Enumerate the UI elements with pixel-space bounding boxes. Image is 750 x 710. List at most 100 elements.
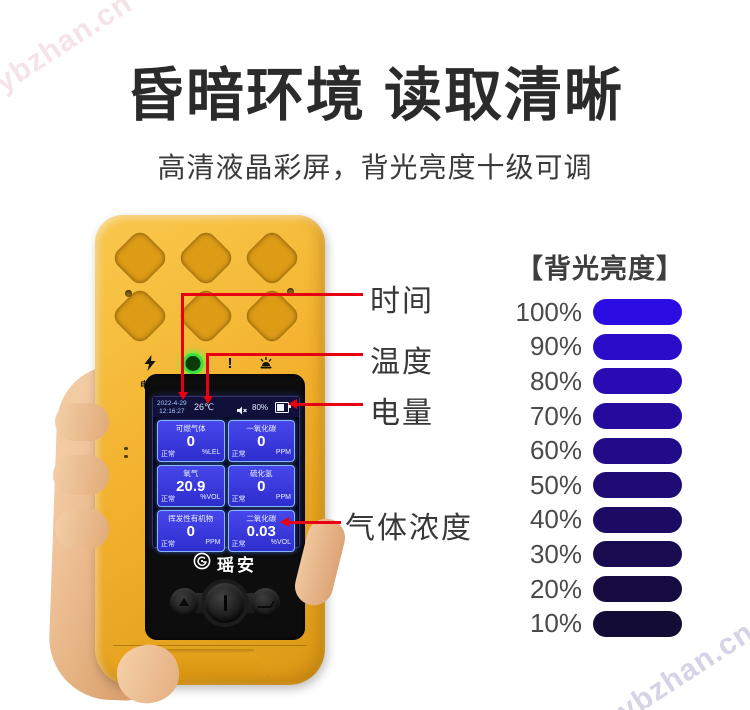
gas-name: 挥发性有机物 [168, 514, 214, 523]
backlight-level-bar [593, 576, 682, 603]
speaker-grille [176, 228, 236, 288]
callout-label-concentration: 气体浓度 [345, 512, 473, 545]
backlight-level-label: 60% [529, 435, 582, 466]
up-button [170, 588, 199, 617]
backlight-row: 20% [492, 572, 682, 607]
callout-label-battery: 电量 [370, 397, 434, 430]
backlight-row: 40% [492, 503, 682, 538]
alarm-icon [258, 354, 275, 372]
backlight-level-bar [593, 437, 682, 464]
backlight-scale: 100% 90% 80% 70% 60% 50% 40% 30% [492, 295, 682, 641]
battery-icon [275, 402, 291, 413]
screen-datetime: 2022-4-29 12:16:27 [157, 400, 187, 416]
device-body: ! 电源 正常 故障 报警 2022-4 [95, 215, 325, 685]
gas-unit: PPM [275, 449, 291, 456]
backlight-row: 10% [492, 606, 682, 641]
hand-finger [55, 403, 109, 441]
gas-name: 二氧化碳 [246, 514, 277, 523]
battery-percent: 80% [252, 403, 269, 412]
gas-status: 正常 [231, 451, 246, 458]
gas-name: 氧气 [183, 469, 199, 478]
gas-name: 一氧化碳 [246, 424, 277, 433]
screw [125, 290, 132, 297]
enter-icon [256, 601, 276, 608]
backlight-level-label: 80% [529, 365, 582, 396]
backlight-level-label: 40% [529, 504, 582, 535]
callout-line-battery [296, 403, 363, 406]
backlight-level-bar [593, 472, 682, 499]
power-icon [144, 354, 156, 372]
gas-name: 硫化氢 [250, 469, 273, 478]
gas-unit: %VOL [200, 494, 221, 501]
lcd-screen: 2022-4-29 12:16:27 26℃ 80% [152, 396, 300, 552]
backlight-level-label: 70% [529, 400, 582, 431]
callout-label-temp: 温度 [370, 346, 434, 379]
gas-name: 可燃气体 [175, 424, 206, 433]
callout-arrow-battery [288, 399, 297, 409]
front-panel: 2022-4-29 12:16:27 26℃ 80% [145, 374, 305, 640]
callout-arrow-temp [202, 396, 213, 404]
power-button-icon [224, 595, 227, 611]
backlight-row: 50% [492, 468, 682, 503]
gas-tile: 氧气 20.9 正常 %VOL [157, 465, 225, 507]
screw [287, 288, 294, 295]
gas-status: 正常 [161, 541, 175, 548]
backlight-row: 60% [492, 433, 682, 468]
page-title: 昏暗环境 读取清晰 [125, 63, 625, 128]
backlight-level-bar [593, 541, 682, 568]
gas-value: 0.03 [246, 523, 276, 540]
brand-logo: 瑶安 [145, 551, 305, 576]
side-vent [124, 455, 128, 458]
screen-temperature: 26℃ [194, 402, 215, 412]
gas-tile-grid: 可燃气体 0 正常 %LEL 一氧化碳 0 正常 [153, 417, 299, 555]
gas-tile: 硫化氢 0 正常 PPM [227, 465, 295, 507]
speaker-grille [242, 228, 302, 288]
backlight-row: 80% [492, 364, 682, 399]
backlight-level-bar [593, 610, 682, 637]
callout-line-time [181, 293, 184, 393]
hand-finger [53, 455, 109, 495]
screen-statusbar: 2022-4-29 12:16:27 26℃ 80% [153, 397, 299, 417]
callout-line-time [181, 293, 363, 296]
gas-value: 0 [186, 523, 195, 540]
gas-tile: 挥发性有机物 0 正常 PPM [157, 510, 225, 552]
enter-button [251, 588, 280, 617]
gas-status: 正常 [231, 541, 246, 548]
device-photo: ! 电源 正常 故障 报警 2022-4 [47, 215, 350, 709]
speaker-grille [110, 286, 170, 346]
brand-name: 瑶安 [217, 556, 257, 575]
backlight-level-bar [593, 333, 682, 360]
callout-arrow-concentration [280, 517, 289, 527]
gas-value: 20.9 [176, 478, 206, 495]
backlight-level-label: 10% [529, 608, 582, 639]
callout-label-time: 时间 [370, 285, 434, 318]
backlight-heading: 【背光亮度】 [516, 254, 684, 284]
gas-unit: %LEL [201, 449, 221, 456]
gas-value: 0 [257, 478, 266, 495]
gas-status: 正常 [231, 496, 246, 503]
backlight-level-label: 100% [515, 296, 583, 327]
backlight-level-bar [593, 368, 682, 395]
page-subtitle: 高清液晶彩屏，背光亮度十级可调 [157, 152, 593, 183]
callout-line-temp [206, 353, 209, 397]
speaker-grille [110, 228, 170, 288]
gas-status: 正常 [161, 496, 175, 503]
gas-unit: PPM [205, 539, 221, 546]
backlight-row: 100% [492, 295, 682, 330]
gas-tile: 可燃气体 0 正常 %LEL [157, 420, 225, 462]
backlight-level-bar [593, 506, 682, 533]
backlight-row: 70% [492, 399, 682, 434]
fault-icon: ! [227, 354, 233, 372]
backlight-level-label: 90% [529, 331, 582, 362]
side-vent [124, 447, 128, 450]
gas-unit: PPM [275, 494, 291, 501]
callout-line-temp [206, 353, 363, 356]
gas-status: 正常 [161, 451, 175, 458]
hand-finger [55, 509, 109, 549]
seam-line [113, 645, 307, 646]
power-button [201, 579, 249, 627]
backlight-row: 30% [492, 537, 682, 572]
normal-led-icon [182, 352, 204, 374]
mute-icon [237, 402, 248, 420]
